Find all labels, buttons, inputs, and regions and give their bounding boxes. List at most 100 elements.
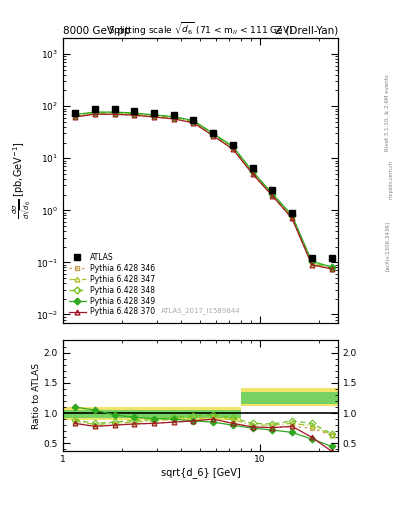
Pythia 6.428 347 <box>171 115 176 121</box>
Pythia 6.428 347 <box>132 111 136 117</box>
Pythia 6.428 348 <box>72 112 77 118</box>
Pythia 6.428 349 <box>230 143 235 150</box>
Pythia 6.428 347 <box>72 113 77 119</box>
ATLAS <box>92 105 97 112</box>
Pythia 6.428 348 <box>309 260 314 266</box>
ATLAS <box>290 209 294 216</box>
ATLAS <box>152 110 156 116</box>
Pythia 6.428 346 <box>171 116 176 122</box>
ATLAS <box>171 112 176 118</box>
X-axis label: sqrt{d_6} [GeV]: sqrt{d_6} [GeV] <box>161 467 240 478</box>
Pythia 6.428 370 <box>191 120 196 126</box>
ATLAS <box>270 186 275 193</box>
Pythia 6.428 370 <box>112 111 117 117</box>
Legend: ATLAS, Pythia 6.428 346, Pythia 6.428 347, Pythia 6.428 348, Pythia 6.428 349, P: ATLAS, Pythia 6.428 346, Pythia 6.428 34… <box>67 250 157 319</box>
Pythia 6.428 348 <box>132 111 136 117</box>
Text: Z (Drell-Yan): Z (Drell-Yan) <box>275 26 338 36</box>
ATLAS <box>132 108 136 114</box>
Pythia 6.428 347 <box>211 132 215 138</box>
ATLAS <box>230 142 235 148</box>
Pythia 6.428 349 <box>290 212 294 219</box>
Pythia 6.428 347 <box>92 110 97 116</box>
Pythia 6.428 346 <box>132 112 136 118</box>
Pythia 6.428 349 <box>329 264 334 270</box>
Pythia 6.428 349 <box>211 131 215 137</box>
Pythia 6.428 346 <box>270 193 275 199</box>
Pythia 6.428 349 <box>72 112 77 118</box>
Pythia 6.428 347 <box>270 191 275 198</box>
Pythia 6.428 346 <box>250 171 255 177</box>
Pythia 6.428 348 <box>250 169 255 175</box>
Pythia 6.428 349 <box>152 112 156 118</box>
Text: Rivet 3.1.10, ≥ 2.6M events: Rivet 3.1.10, ≥ 2.6M events <box>385 74 389 151</box>
Pythia 6.428 346 <box>72 114 77 120</box>
Pythia 6.428 348 <box>290 213 294 219</box>
Pythia 6.428 346 <box>329 266 334 272</box>
Text: ATLAS_2017_I1589844: ATLAS_2017_I1589844 <box>161 307 240 314</box>
Pythia 6.428 347 <box>250 170 255 176</box>
Pythia 6.428 370 <box>290 216 294 222</box>
Pythia 6.428 370 <box>211 133 215 139</box>
Pythia 6.428 349 <box>92 109 97 115</box>
Y-axis label: Ratio to ATLAS: Ratio to ATLAS <box>32 362 41 429</box>
Pythia 6.428 348 <box>152 112 156 118</box>
Pythia 6.428 349 <box>250 168 255 175</box>
Pythia 6.428 370 <box>329 266 334 272</box>
Pythia 6.428 370 <box>72 114 77 120</box>
Pythia 6.428 347 <box>191 119 196 125</box>
Pythia 6.428 346 <box>191 120 196 126</box>
Line: ATLAS: ATLAS <box>72 105 335 262</box>
Pythia 6.428 370 <box>171 116 176 122</box>
Line: Pythia 6.428 348: Pythia 6.428 348 <box>72 110 334 270</box>
Pythia 6.428 349 <box>270 190 275 197</box>
Pythia 6.428 348 <box>329 265 334 271</box>
Pythia 6.428 346 <box>152 114 156 120</box>
Text: mcplots.cern.ch: mcplots.cern.ch <box>389 160 393 199</box>
Pythia 6.428 370 <box>92 111 97 117</box>
Pythia 6.428 347 <box>230 144 235 151</box>
Pythia 6.428 348 <box>92 110 97 116</box>
ATLAS <box>329 255 334 261</box>
Pythia 6.428 347 <box>290 214 294 220</box>
ATLAS <box>72 110 77 116</box>
ATLAS <box>112 106 117 112</box>
Line: Pythia 6.428 347: Pythia 6.428 347 <box>72 111 334 271</box>
Pythia 6.428 349 <box>309 258 314 264</box>
Pythia 6.428 370 <box>230 146 235 152</box>
Pythia 6.428 349 <box>112 109 117 115</box>
Pythia 6.428 346 <box>92 111 97 117</box>
Line: Pythia 6.428 346: Pythia 6.428 346 <box>72 112 334 271</box>
Pythia 6.428 346 <box>290 216 294 222</box>
Pythia 6.428 349 <box>171 114 176 120</box>
Pythia 6.428 348 <box>171 114 176 120</box>
Pythia 6.428 370 <box>270 193 275 199</box>
Pythia 6.428 346 <box>309 262 314 268</box>
ATLAS <box>191 117 196 123</box>
Y-axis label: $\frac{d\sigma}{d\sqrt{d_6}}$ [pb,GeV$^{-1}$]: $\frac{d\sigma}{d\sqrt{d_6}}$ [pb,GeV$^{… <box>11 142 34 219</box>
Pythia 6.428 346 <box>112 111 117 117</box>
Pythia 6.428 349 <box>132 110 136 116</box>
Title: Splitting scale $\sqrt{d_6}$ (71 < m$_{ll}$ < 111 GeV): Splitting scale $\sqrt{d_6}$ (71 < m$_{l… <box>108 21 293 38</box>
Pythia 6.428 348 <box>230 144 235 150</box>
Pythia 6.428 347 <box>329 265 334 271</box>
Pythia 6.428 346 <box>230 146 235 152</box>
Line: Pythia 6.428 349: Pythia 6.428 349 <box>72 110 334 269</box>
Pythia 6.428 347 <box>309 261 314 267</box>
Text: [arXiv:1306.3436]: [arXiv:1306.3436] <box>385 221 389 271</box>
Line: Pythia 6.428 370: Pythia 6.428 370 <box>72 112 334 271</box>
Pythia 6.428 349 <box>191 117 196 123</box>
Pythia 6.428 346 <box>211 133 215 139</box>
Pythia 6.428 348 <box>270 191 275 197</box>
Pythia 6.428 347 <box>112 110 117 116</box>
ATLAS <box>211 131 215 137</box>
ATLAS <box>250 165 255 171</box>
Pythia 6.428 348 <box>191 118 196 124</box>
Pythia 6.428 370 <box>152 114 156 120</box>
Pythia 6.428 347 <box>152 113 156 119</box>
Pythia 6.428 370 <box>250 171 255 177</box>
Pythia 6.428 348 <box>211 131 215 137</box>
Pythia 6.428 348 <box>112 110 117 116</box>
ATLAS <box>309 255 314 261</box>
Pythia 6.428 370 <box>309 262 314 268</box>
Text: 8000 GeV pp: 8000 GeV pp <box>63 26 130 36</box>
